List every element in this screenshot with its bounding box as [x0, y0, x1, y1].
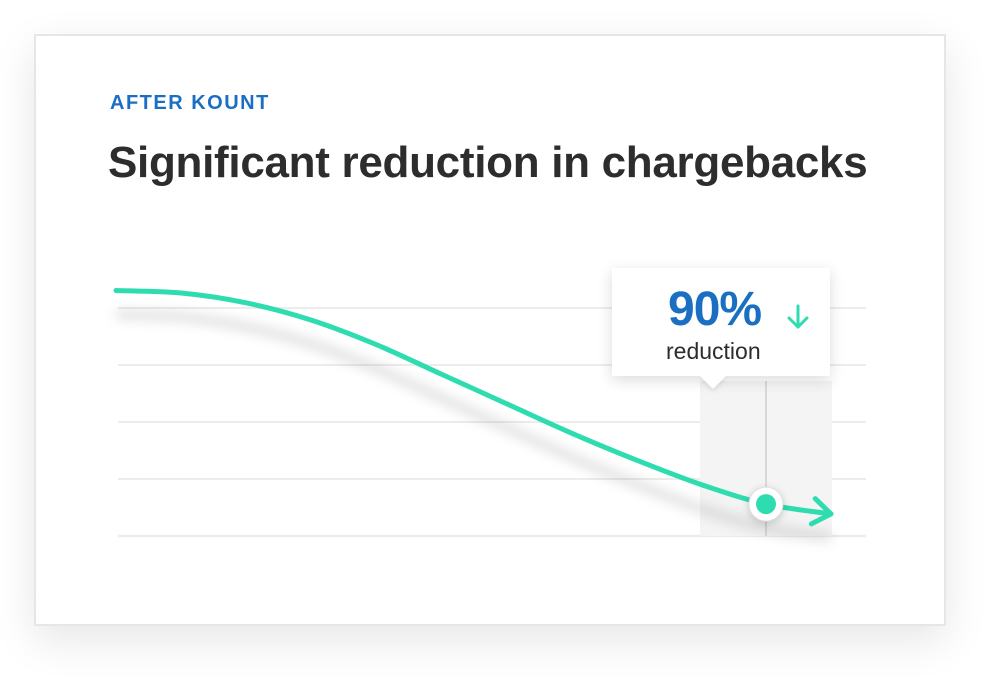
series-arrowhead-icon [808, 496, 834, 527]
eyebrow-label: AFTER KOUNT [110, 92, 270, 114]
series-line [113, 288, 834, 517]
chart-plot [113, 288, 866, 542]
highlight-point [756, 494, 776, 515]
reduction-callout: 90% reduction [612, 268, 830, 376]
callout-value: 90% [668, 283, 762, 336]
chart-title: Significant reduction in chargebacks [108, 138, 868, 187]
callout-label: reduction [666, 338, 761, 364]
series-line-shadow [115, 311, 832, 542]
chart-card: AFTER KOUNT Significant reduction in cha… [34, 34, 946, 626]
arrow-down-icon [787, 304, 809, 329]
